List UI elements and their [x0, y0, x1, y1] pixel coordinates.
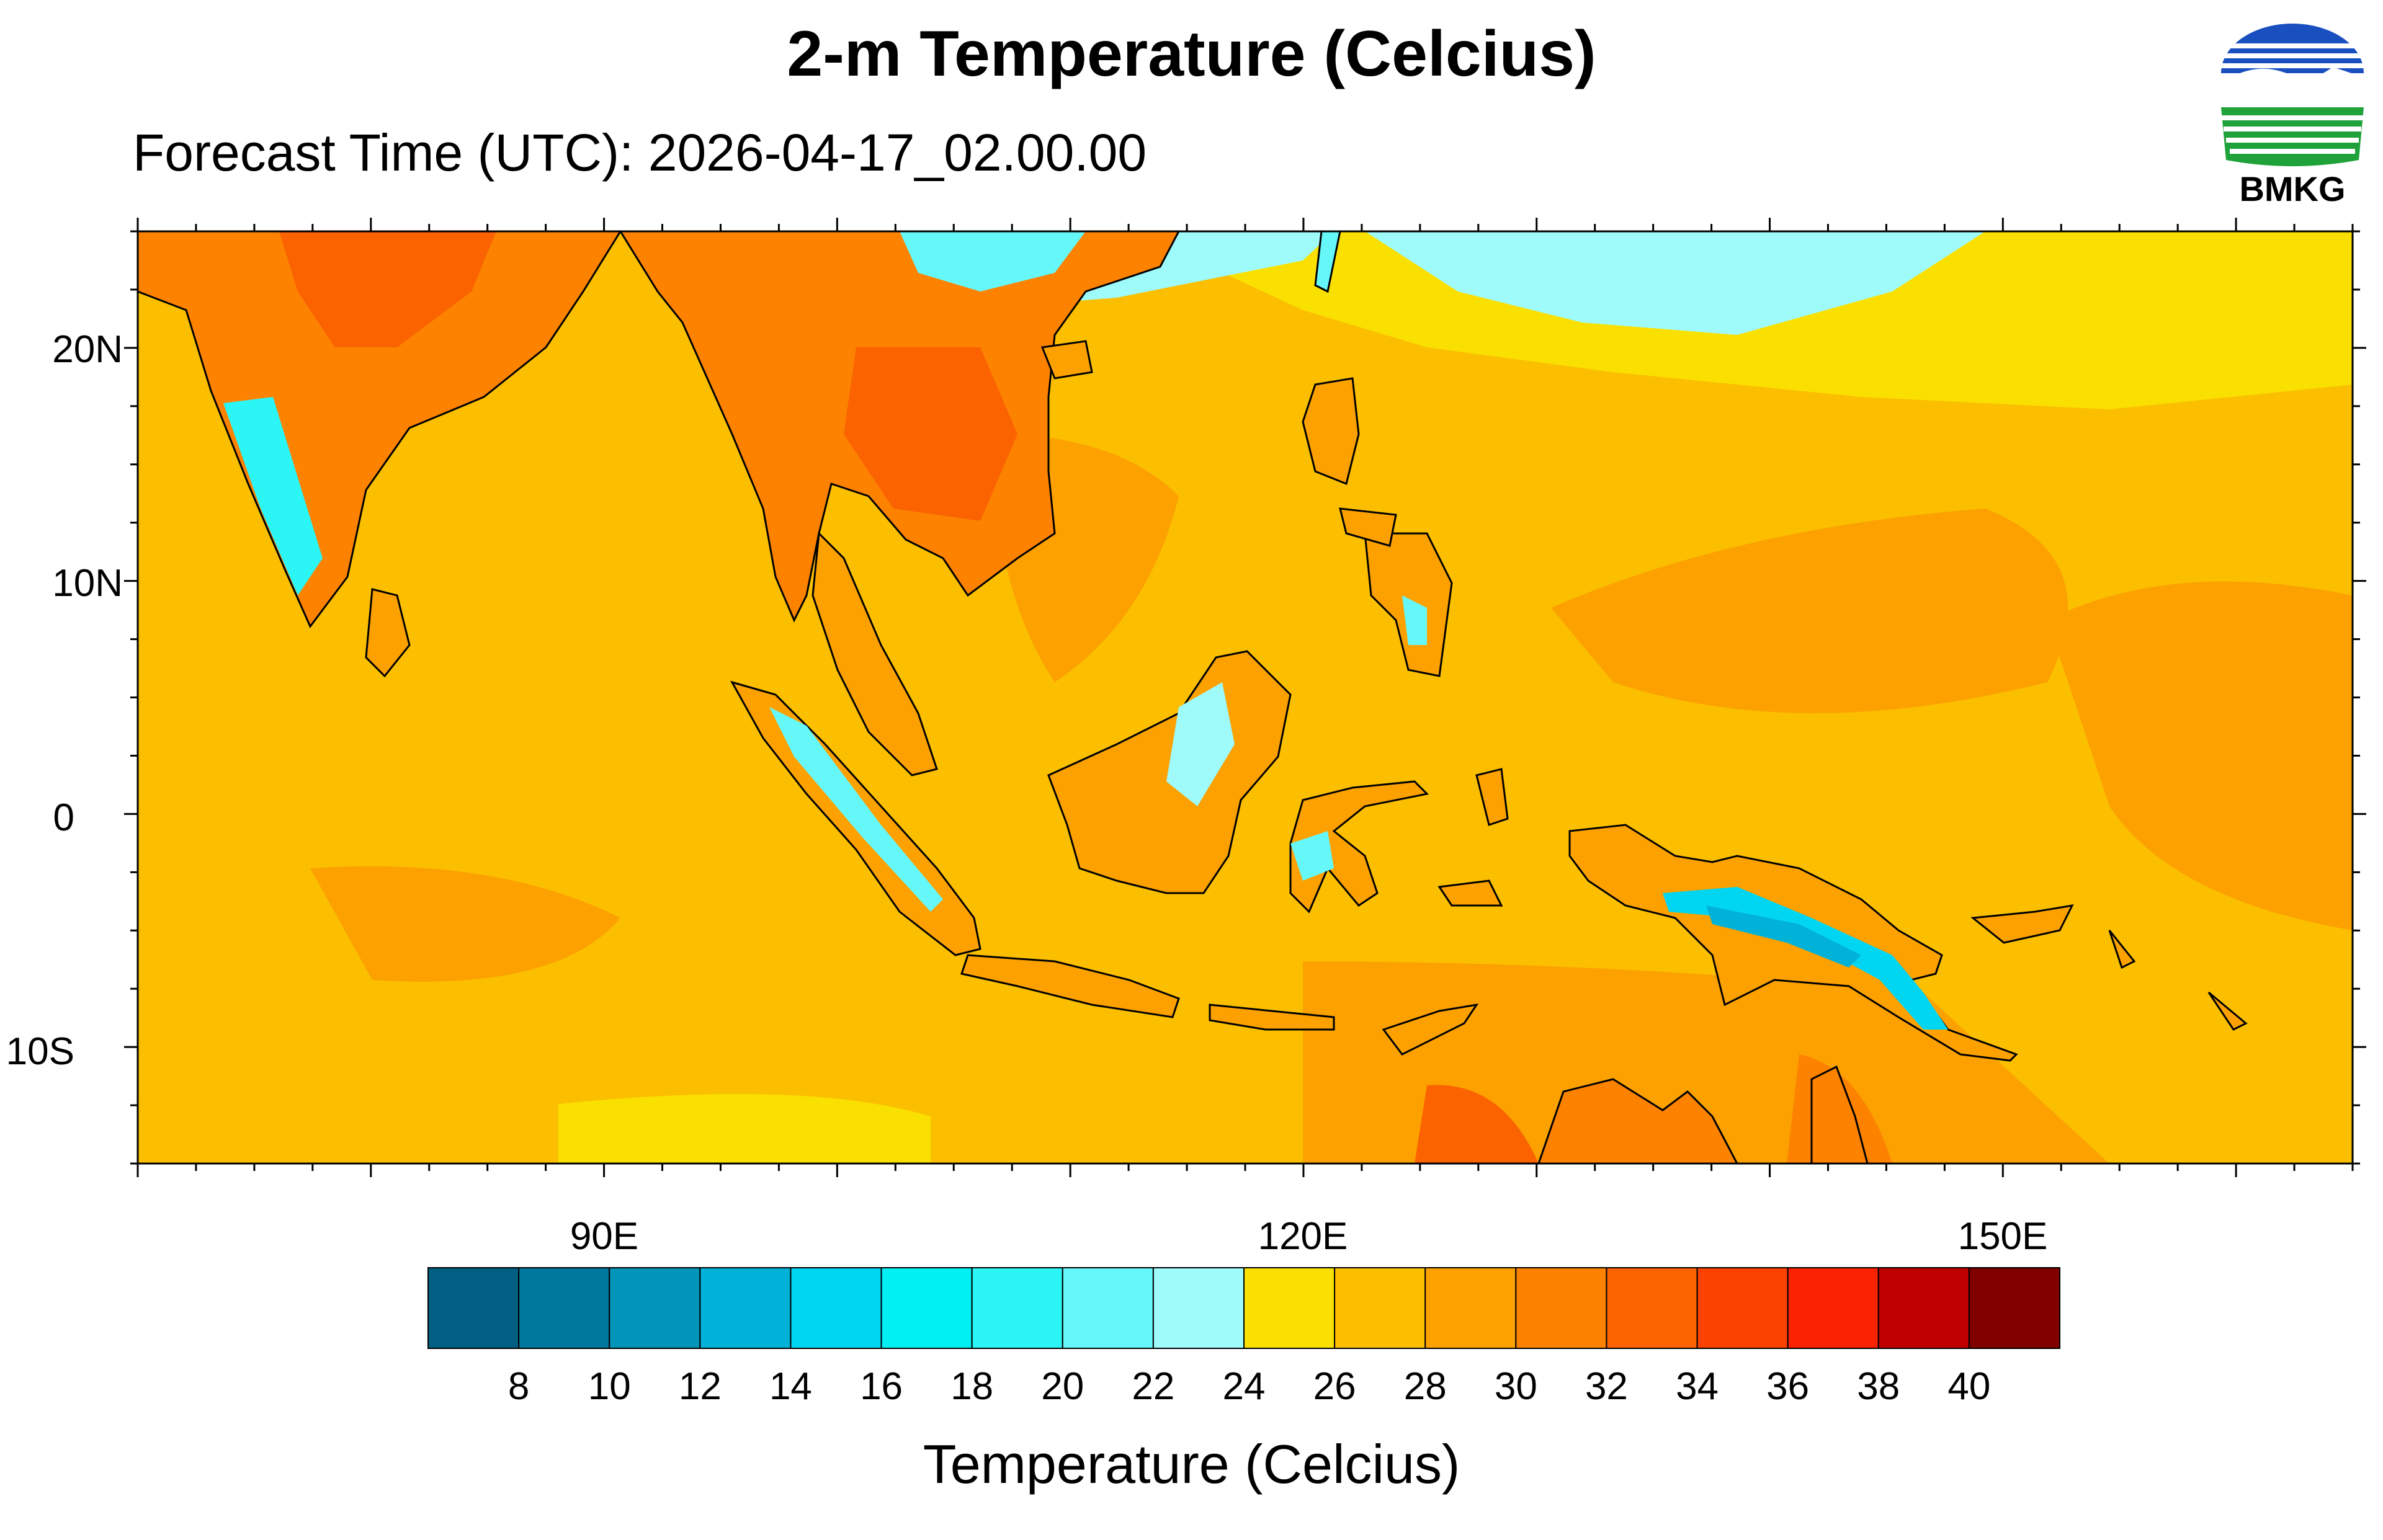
field-band	[1415, 1085, 1539, 1164]
landmass-sulawesi	[1289, 780, 1429, 914]
colorbar-swatch	[1152, 1267, 1245, 1349]
colorbar-tick-label: 10	[588, 1365, 631, 1408]
landmass-malay-peninsula	[811, 531, 938, 777]
field-band	[1663, 887, 1948, 1030]
axis-ticks	[124, 218, 2366, 1177]
lat-label-10s: 10S	[6, 1030, 74, 1073]
field-band	[279, 231, 496, 347]
landmass-timor	[1382, 1003, 1479, 1056]
field-band	[900, 231, 1086, 292]
lat-label-20n: 20N	[52, 328, 123, 371]
colorbar-swatch	[1062, 1267, 1154, 1349]
colorbar-swatch	[1877, 1267, 1970, 1349]
landmass-luzon	[1302, 377, 1360, 486]
colorbar-tick-label: 24	[1222, 1365, 1266, 1408]
bmkg-logo: BMKG	[2215, 17, 2370, 216]
colorbar-tick-label: 30	[1494, 1365, 1537, 1408]
landmass-java	[960, 954, 1180, 1018]
landmass-sri-lanka	[365, 588, 411, 678]
field-band	[558, 1094, 931, 1164]
colorbar-swatch	[880, 1267, 973, 1349]
colorbar-swatch	[1606, 1267, 1698, 1349]
colorbar-tick-label: 34	[1676, 1365, 1719, 1408]
colorbar-tick-label: 38	[1857, 1365, 1900, 1408]
landmass-hainan	[1040, 340, 1093, 380]
lat-label-10n: 10N	[52, 562, 123, 605]
field-band	[1365, 231, 1985, 335]
map-field	[138, 231, 2353, 1164]
colorbar-tick-label: 8	[507, 1365, 530, 1408]
field-band	[223, 397, 323, 595]
landmass-cape-york	[1810, 1065, 1869, 1164]
landmass-india	[138, 231, 622, 628]
colorbar-swatch	[1243, 1267, 1336, 1349]
colorbar-tick-label: 28	[1403, 1365, 1447, 1408]
field-band	[2047, 581, 2353, 930]
colorbar-swatch	[427, 1267, 520, 1349]
field-band	[769, 707, 943, 912]
colorbar-swatch	[1968, 1267, 2061, 1349]
colorbar-tick-label: 20	[1041, 1365, 1084, 1408]
landmass-australia-north	[1537, 1078, 1738, 1164]
colorbar-swatch	[971, 1267, 1063, 1349]
field-band	[1290, 831, 1334, 881]
lon-label-120e: 120E	[1258, 1215, 1348, 1258]
colorbar-swatch	[609, 1267, 701, 1349]
field-band	[844, 347, 1017, 521]
landmass-solomon-islands	[2207, 991, 2248, 1031]
colorbar-swatch	[1515, 1267, 1607, 1349]
colorbar-tick-label: 36	[1766, 1365, 1810, 1408]
landmass-halmahera	[1475, 768, 1509, 826]
colorbar-tick-label: 26	[1313, 1365, 1356, 1408]
landmass-new-britain	[1970, 904, 2074, 944]
colorbar-swatch	[699, 1267, 792, 1349]
colorbar-tick-label: 40	[1947, 1365, 1991, 1408]
bmkg-logo-text: BMKG	[2239, 169, 2346, 208]
forecast-time-label: Forecast Time (UTC): 2026-04-17_02.00.00	[133, 123, 1147, 182]
colorbar-swatch	[1696, 1267, 1789, 1349]
colorbar-tick-label: 14	[769, 1365, 812, 1408]
colorbar-tick-label: 22	[1132, 1365, 1175, 1408]
landmass-taiwan	[1314, 231, 1341, 293]
colorbar-tick-label: 16	[860, 1365, 903, 1408]
field-band	[310, 866, 620, 982]
landmass-lesser-sunda	[1209, 1004, 1335, 1031]
lon-label-150e: 150E	[1957, 1215, 2048, 1258]
colorbar-title: Temperature (Celcius)	[923, 1433, 1460, 1495]
field-band	[1706, 906, 1861, 968]
map-title: 2-m Temperature (Celcius)	[787, 18, 1596, 90]
landmass-seram	[1437, 879, 1503, 907]
landmass-visayas	[1339, 507, 1397, 547]
colorbar-swatch	[1787, 1267, 1879, 1349]
field-band	[1402, 595, 1427, 645]
colorbar-swatch	[1334, 1267, 1426, 1349]
colorbar-swatch	[518, 1267, 610, 1349]
landmass-solomon-islands	[2108, 930, 2136, 969]
colorbar-swatch	[790, 1267, 882, 1349]
colorbar-tick-label: 32	[1585, 1365, 1628, 1408]
bmkg-logo-icon	[2221, 24, 2364, 166]
colorbar-tick-label: 18	[950, 1365, 994, 1408]
field-band	[1551, 509, 2068, 713]
lat-label-eq: 0	[53, 796, 74, 839]
lon-label-90e: 90E	[570, 1215, 639, 1258]
field-band	[1166, 682, 1235, 806]
colorbar-swatch	[1424, 1267, 1517, 1349]
colorbar-tick-label: 12	[678, 1365, 722, 1408]
